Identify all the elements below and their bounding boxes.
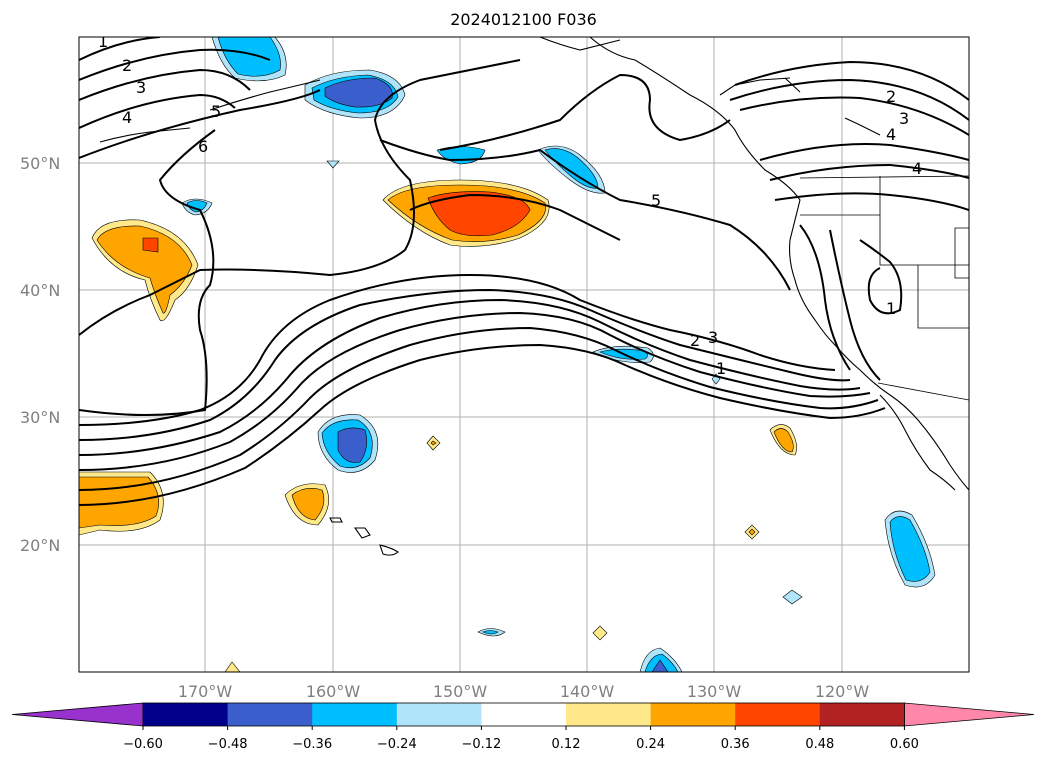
lat-label: 20°N — [20, 536, 60, 555]
map-title: 2024012100 F036 — [450, 10, 597, 29]
fill-blue-region — [186, 200, 208, 213]
colorbar-tick-label: −0.24 — [377, 737, 417, 752]
anomaly-fills — [79, 37, 936, 672]
colorbar-tick-label: 0.12 — [552, 737, 581, 752]
contour-label: 2 — [886, 87, 896, 106]
fill-orange-region — [291, 488, 325, 521]
coastlines — [99, 37, 969, 556]
fill-orange-region — [773, 428, 794, 453]
lat-label: 30°N — [20, 408, 60, 427]
colorbar-tick-label: −0.36 — [292, 737, 332, 752]
colorbar-segment — [735, 703, 821, 726]
lon-label: 160°W — [306, 682, 361, 701]
colorbar-segment — [819, 703, 905, 726]
contour-label: 1 — [716, 359, 726, 378]
contour-label: 4 — [122, 108, 132, 127]
contour-label: 4 — [886, 125, 896, 144]
fill-yellow-region — [224, 661, 241, 672]
lat-label: 50°N — [20, 154, 60, 173]
colorbar-tick-label: −0.60 — [123, 737, 163, 752]
colorbar-segment — [566, 703, 652, 726]
colorbar-tick-label: 0.36 — [721, 737, 750, 752]
colorbar-segment — [143, 703, 229, 726]
contour-label: 3 — [899, 109, 909, 128]
colorbar-tick-label: −0.48 — [208, 737, 248, 752]
contour-label: 1 — [98, 32, 108, 51]
colorbar-tick-label: 0.24 — [636, 737, 665, 752]
colorbar-segment — [481, 703, 567, 726]
fill-blue-region — [326, 160, 340, 169]
lon-label: 130°W — [687, 682, 742, 701]
contour-label: 3 — [136, 78, 146, 97]
contour-label: 1 — [886, 299, 896, 318]
contour-label: 3 — [708, 328, 718, 347]
colorbar-tick-label: 0.48 — [805, 737, 834, 752]
contour-label: 2 — [122, 56, 132, 75]
borders — [799, 175, 969, 401]
fill-orange-region — [430, 440, 437, 446]
longitude-labels: 170°W 160°W 150°W 140°W 130°W 120°W — [178, 682, 870, 701]
fill-blue-region — [889, 516, 931, 582]
fill-yellow-region — [592, 625, 608, 641]
colorbar-extend-low — [11, 702, 144, 727]
colorbar-segment — [396, 703, 482, 726]
lon-label: 140°W — [560, 682, 615, 701]
fill-red-region — [427, 191, 531, 237]
colorbar-tick-labels: −0.60 −0.48 −0.36 −0.24 −0.12 0.12 0.24 0.36 0.4… — [123, 726, 919, 752]
contour-label: 5 — [651, 191, 661, 210]
fill-blue-region — [482, 630, 499, 635]
fill-darkblue-region — [324, 77, 393, 108]
colorbar-segment — [650, 703, 736, 726]
colorbar-segment — [312, 703, 398, 726]
plot-frame — [78, 36, 970, 673]
lat-label: 40°N — [20, 281, 60, 300]
colorbar-tick-label: 0.60 — [890, 737, 919, 752]
lon-label: 150°W — [433, 682, 488, 701]
contour-label: 4 — [912, 159, 922, 178]
fill-darkblue-region — [337, 427, 367, 463]
fill-orange-region — [96, 225, 193, 314]
contour-label: 5 — [211, 102, 221, 121]
colorbar-extend-high — [904, 702, 1035, 727]
colorbar-segment — [227, 703, 313, 726]
colorbar — [11, 702, 1035, 727]
colorbar-tick-label: −0.12 — [461, 737, 501, 752]
fill-orange-region — [748, 528, 756, 536]
fill-blue-region — [217, 37, 281, 77]
contour-labels: 1 2 3 4 5 6 5 2 3 4 4 2 3 1 1 — [98, 32, 922, 378]
fill-blue-region — [782, 589, 803, 605]
contour-label: 2 — [690, 331, 700, 350]
plot-area: 1 2 3 4 5 6 5 2 3 4 4 2 3 1 1 — [79, 32, 969, 672]
contour-lines — [79, 37, 969, 506]
fill-red-region — [142, 237, 159, 253]
colorbar-frame — [142, 702, 905, 727]
latitude-labels: 50°N 40°N 30°N 20°N — [20, 154, 60, 555]
fill-darkblue-region — [651, 659, 669, 672]
lon-label: 120°W — [815, 682, 870, 701]
lon-label: 170°W — [178, 682, 233, 701]
contour-label: 6 — [198, 137, 208, 156]
